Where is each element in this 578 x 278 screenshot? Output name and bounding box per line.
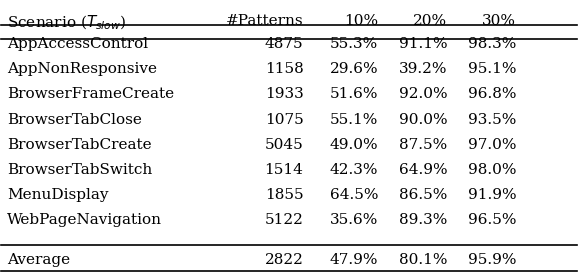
Text: 96.5%: 96.5% [468, 213, 516, 227]
Text: 4875: 4875 [265, 37, 303, 51]
Text: AppAccessControl: AppAccessControl [7, 37, 149, 51]
Text: 30%: 30% [482, 14, 516, 28]
Text: 1855: 1855 [265, 188, 303, 202]
Text: 55.3%: 55.3% [330, 37, 378, 51]
Text: 35.6%: 35.6% [330, 213, 378, 227]
Text: 55.1%: 55.1% [330, 113, 378, 126]
Text: AppNonResponsive: AppNonResponsive [7, 62, 157, 76]
Text: BrowserTabClose: BrowserTabClose [7, 113, 142, 126]
Text: BrowserTabCreate: BrowserTabCreate [7, 138, 152, 152]
Text: Average: Average [7, 253, 71, 267]
Text: 5045: 5045 [265, 138, 303, 152]
Text: 1075: 1075 [265, 113, 303, 126]
Text: 95.1%: 95.1% [468, 62, 516, 76]
Text: 64.5%: 64.5% [329, 188, 378, 202]
Text: 51.6%: 51.6% [329, 87, 378, 101]
Text: 5122: 5122 [265, 213, 303, 227]
Text: 47.9%: 47.9% [329, 253, 378, 267]
Text: 10%: 10% [344, 14, 378, 28]
Text: 98.3%: 98.3% [468, 37, 516, 51]
Text: 49.0%: 49.0% [329, 138, 378, 152]
Text: MenuDisplay: MenuDisplay [7, 188, 109, 202]
Text: BrowserTabSwitch: BrowserTabSwitch [7, 163, 153, 177]
Text: 2822: 2822 [265, 253, 303, 267]
Text: 1933: 1933 [265, 87, 303, 101]
Text: 29.6%: 29.6% [329, 62, 378, 76]
Text: 42.3%: 42.3% [329, 163, 378, 177]
Text: 64.9%: 64.9% [399, 163, 447, 177]
Text: 92.0%: 92.0% [399, 87, 447, 101]
Text: #Patterns: #Patterns [226, 14, 303, 28]
Text: 95.9%: 95.9% [468, 253, 516, 267]
Text: 90.0%: 90.0% [399, 113, 447, 126]
Text: 1514: 1514 [265, 163, 303, 177]
Text: 1158: 1158 [265, 62, 303, 76]
Text: 91.1%: 91.1% [399, 37, 447, 51]
Text: 93.5%: 93.5% [468, 113, 516, 126]
Text: Scenario ($T_{slow}$): Scenario ($T_{slow}$) [7, 14, 127, 32]
Text: 89.3%: 89.3% [399, 213, 447, 227]
Text: 39.2%: 39.2% [399, 62, 447, 76]
Text: 87.5%: 87.5% [399, 138, 447, 152]
Text: 80.1%: 80.1% [399, 253, 447, 267]
Text: 86.5%: 86.5% [399, 188, 447, 202]
Text: 91.9%: 91.9% [468, 188, 516, 202]
Text: 98.0%: 98.0% [468, 163, 516, 177]
Text: 97.0%: 97.0% [468, 138, 516, 152]
Text: 96.8%: 96.8% [468, 87, 516, 101]
Text: WebPageNavigation: WebPageNavigation [7, 213, 162, 227]
Text: BrowserFrameCreate: BrowserFrameCreate [7, 87, 174, 101]
Text: 20%: 20% [413, 14, 447, 28]
